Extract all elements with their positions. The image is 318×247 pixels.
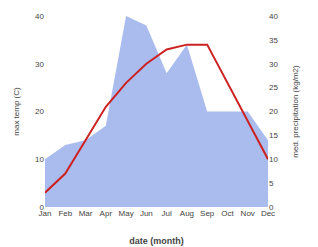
svg-text:Oct: Oct bbox=[221, 209, 234, 218]
svg-text:Apr: Apr bbox=[100, 209, 113, 218]
svg-text:35: 35 bbox=[269, 36, 278, 45]
svg-text:25: 25 bbox=[269, 83, 278, 92]
svg-text:10: 10 bbox=[269, 155, 278, 164]
svg-text:5: 5 bbox=[269, 179, 274, 188]
svg-text:20: 20 bbox=[269, 107, 278, 116]
svg-text:30: 30 bbox=[35, 60, 44, 69]
svg-text:Nov: Nov bbox=[241, 209, 255, 218]
svg-text:Sep: Sep bbox=[200, 209, 215, 218]
svg-text:Aug: Aug bbox=[180, 209, 194, 218]
svg-text:40: 40 bbox=[35, 12, 44, 21]
svg-text:30: 30 bbox=[269, 60, 278, 69]
svg-text:20: 20 bbox=[35, 107, 44, 116]
svg-text:0: 0 bbox=[269, 203, 274, 212]
svg-text:Dec: Dec bbox=[261, 209, 275, 218]
svg-text:Feb: Feb bbox=[58, 209, 72, 218]
svg-text:Jun: Jun bbox=[140, 209, 153, 218]
svg-text:Mar: Mar bbox=[79, 209, 93, 218]
svg-text:40: 40 bbox=[269, 12, 278, 21]
svg-text:15: 15 bbox=[269, 131, 278, 140]
svg-text:Jul: Jul bbox=[162, 209, 172, 218]
svg-text:max temp (C): max temp (C) bbox=[12, 87, 21, 136]
svg-text:med. precipitation (kg/m2): med. precipitation (kg/m2) bbox=[291, 65, 300, 158]
svg-text:10: 10 bbox=[35, 155, 44, 164]
svg-text:May: May bbox=[119, 209, 134, 218]
svg-text:0: 0 bbox=[40, 203, 45, 212]
svg-text:Jan: Jan bbox=[39, 209, 52, 218]
svg-text:date (month): date (month) bbox=[129, 236, 184, 246]
